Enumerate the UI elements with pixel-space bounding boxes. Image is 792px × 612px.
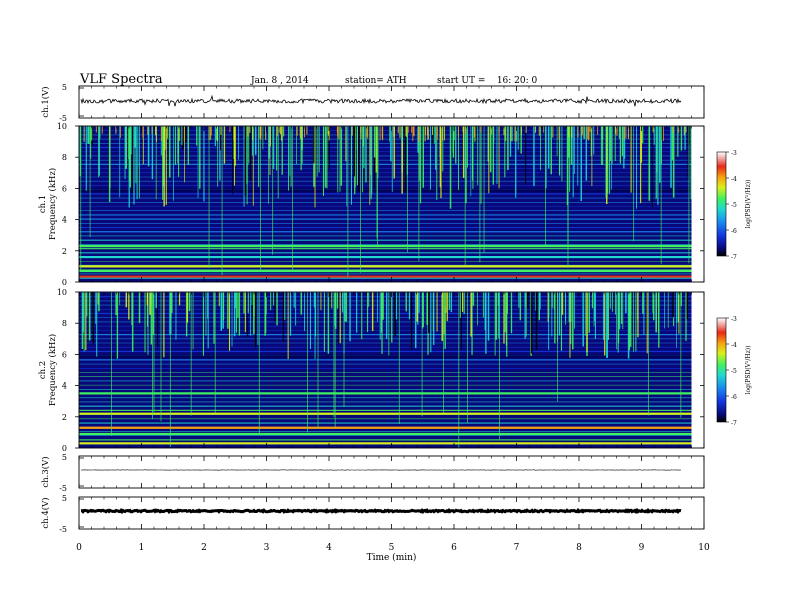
ch-2-spectrogram-colorbar-tick-label: -4 (731, 342, 737, 349)
start-time-label: start UT = 16: 20: 0 (437, 76, 538, 86)
ch-2-spectrogram-colorbar (716, 317, 727, 423)
ch-2-spectrogram-colorbar-tick-label: -7 (731, 420, 737, 427)
ch-3-v--ylabel-line: ch.3(V) (40, 456, 51, 487)
ch-2-spectrogram-blank (691, 292, 704, 448)
ch-1-spectrogram-ytick-label: 6 (62, 184, 67, 193)
ch-1-spectrogram-ytick-label: 0 (62, 278, 67, 287)
ch-1-spectrogram-ylabel-line: Frequency (kHz) (47, 168, 58, 240)
ch-4-v--ylabel-line: ch.4(V) (40, 497, 51, 528)
ch-1-spectrogram-colorbar (716, 151, 727, 257)
ch-2-spectrogram-ylabel-line: Frequency (kHz) (47, 334, 58, 406)
x-tick-label: 0 (76, 543, 82, 553)
ch-2-spectrogram-colorbar-tick-label: -5 (731, 368, 737, 375)
ch-1-spectrogram-colorbar-label: log(PSD(V²/Hz)) (745, 180, 752, 229)
ch-1-spectrogram-ytick-label: 2 (62, 247, 67, 256)
ch-2-spectrogram-colorbar-tick-label: -3 (731, 316, 737, 323)
ch-2-spectrogram-ytick-label: 2 (62, 413, 67, 422)
ch-1-spectrogram-colorbar-tick-label: -6 (731, 228, 737, 235)
ch-1-spectrogram-ytick-label: 8 (62, 153, 67, 162)
ch-1-spectrogram-ylabel: ch.1 Frequency (kHz) (38, 168, 58, 240)
x-tick-label: 6 (451, 543, 457, 553)
ch-4-v--ytick-bottom: -5 (59, 525, 67, 534)
ch-1-v--ylabel: ch.1(V) (40, 86, 51, 117)
ch-1-spectrogram-colorbar-tick-label: -5 (731, 202, 737, 209)
ch-1-v--ytick-bottom: -5 (59, 114, 67, 123)
ch-1-spectrogram-colorbar-tick-label: -3 (731, 150, 737, 157)
ch-3-v--ytick-top: 5 (62, 453, 67, 462)
date-label: Jan. 8 , 2014 (251, 76, 309, 86)
ch-1-spectrogram-dark-band (79, 188, 692, 193)
ch-2-spectrogram-colorbar-label-text: log(PSD(V²/Hz)) (745, 346, 752, 395)
x-tick-label: 5 (389, 543, 395, 553)
ch-1-spectrogram-blank (691, 126, 704, 282)
ch-1-spectrogram-ytick-label: 10 (57, 122, 67, 131)
ch-1-spectrogram-ytick-label: 4 (62, 216, 67, 225)
ch-2-spectrogram-dark-band (79, 354, 692, 359)
chart-title: VLF Spectra (80, 72, 163, 87)
x-tick-label: 10 (698, 543, 710, 553)
ch-1-spectrogram-colorbar-tick-label: -7 (731, 254, 737, 261)
ch-3-v--ylabel: ch.3(V) (40, 456, 51, 487)
ch-1-spectrogram-colorbar-label-text: log(PSD(V²/Hz)) (745, 180, 752, 229)
ch-4-v--ytick-top: 5 (62, 494, 67, 503)
ch-1-spectrogram-image (78, 126, 727, 282)
ch-2-spectrogram-ytick-label: 0 (62, 444, 67, 453)
x-tick-label: 3 (264, 543, 270, 553)
x-tick-label: 7 (514, 543, 520, 553)
ch-4-v--ylabel: ch.4(V) (40, 497, 51, 528)
ch-1-spectrogram-background (79, 126, 692, 282)
ch-4-v--trace (80, 507, 682, 515)
ch-1-spectrogram-ylabel-line: ch.1 (38, 195, 48, 213)
ch-1-v--ytick-top: 5 (62, 83, 67, 92)
ch-2-spectrogram-ytick-label: 10 (57, 288, 67, 297)
ch-2-spectrogram-image (78, 292, 727, 448)
station-label: station= ATH (345, 76, 407, 86)
ch-2-spectrogram-ytick-label: 4 (62, 382, 67, 391)
x-axis-title: Time (min) (367, 552, 417, 563)
ch-1-spectrogram-colorbar-tick-label: -4 (731, 176, 737, 183)
ch-3-v--ytick-bottom: -5 (59, 484, 67, 493)
ch-1-v--ylabel-line: ch.1(V) (40, 86, 51, 117)
x-tick-label: 8 (576, 543, 582, 553)
ch-2-spectrogram-ytick-label: 6 (62, 350, 67, 359)
ch-2-spectrogram-colorbar-label: log(PSD(V²/Hz)) (745, 346, 752, 395)
ch-2-spectrogram-ytick-label: 8 (62, 319, 67, 328)
x-tick-label: 1 (139, 543, 145, 553)
ch-2-spectrogram-ylabel-line: ch.2 (38, 361, 48, 379)
x-tick-label: 4 (326, 543, 332, 553)
ch-2-spectrogram-colorbar-tick-label: -6 (731, 394, 737, 401)
x-tick-label: 9 (639, 543, 645, 553)
x-tick-label: 2 (201, 543, 207, 553)
ch-1-v--trace (80, 94, 682, 107)
ch-2-spectrogram-ylabel: ch.2 Frequency (kHz) (38, 334, 58, 406)
